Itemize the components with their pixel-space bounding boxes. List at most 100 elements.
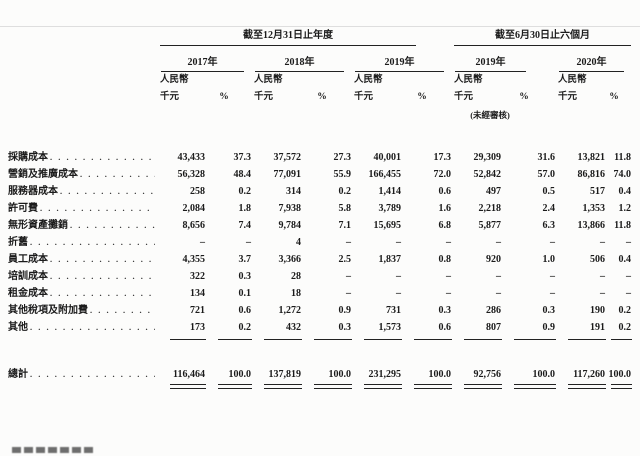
row-label: 服務器成本: [8, 183, 158, 200]
double-rule-cell: [502, 383, 557, 391]
empty-cell: [8, 106, 452, 121]
rule-cell: [452, 336, 503, 341]
unit-label: 千元: [354, 92, 374, 102]
unaudited-cell: (未經審核): [452, 106, 556, 121]
column-double-rule: [514, 384, 557, 389]
total-amount-cell: 92,756: [473, 369, 502, 380]
percent-header: %: [219, 92, 229, 102]
percent-cell: –: [550, 271, 556, 282]
total-amount-cell: 137,819: [268, 369, 302, 380]
total-label-cell: 總計: [8, 363, 158, 383]
row-label-cell: 其他: [8, 319, 158, 336]
double-rule-cell: [158, 383, 206, 391]
row-label-cell: 許可費: [8, 200, 158, 217]
amount-cell: –: [396, 237, 401, 248]
amount-cell: 3,366: [278, 254, 302, 265]
currency-label: 人民幣: [254, 75, 283, 85]
percent-cell: 0.1: [238, 288, 252, 299]
percent-cell: 7.1: [338, 220, 352, 231]
amount-cell: 506: [590, 254, 606, 265]
total-amount-cell: 117,260: [573, 369, 606, 380]
double-rule-cell: [556, 383, 607, 391]
rule-cell: [252, 336, 302, 341]
amount-cell: 1,353: [582, 203, 606, 214]
amount-cell: 4: [296, 237, 301, 248]
single-rule-row: [8, 336, 633, 341]
row-label-text: 其他稅項及附加費: [8, 305, 88, 316]
row-label-text: 許可費: [8, 203, 38, 214]
amount-cell: 432: [286, 322, 301, 333]
year-cell-2019: 2019年: [352, 46, 452, 72]
amount-cell: 56,328: [177, 169, 206, 180]
percent-cell: –: [626, 288, 632, 299]
year-cell-2018: 2018年: [252, 46, 352, 72]
table-row: 其他稅項及附加費 721 0.6 1,272 0.9 731 0.3 286 0.3 190 0.2: [8, 302, 632, 319]
amount-cell: 7,938: [278, 203, 302, 214]
total-percent-cell: 100.0: [608, 369, 632, 380]
table-row: 服務器成本 258 0.2 314 0.2 1,414 0.6 497 0.5 517 0.4: [8, 183, 632, 200]
amount-cell: 28: [291, 271, 301, 282]
percent-cell: 1.8: [238, 203, 252, 214]
amount-cell: 517: [590, 186, 606, 197]
total-percent-cell: 100.0: [532, 369, 556, 380]
double-rule-cell: [606, 383, 633, 391]
empty-cell: [206, 72, 252, 89]
dot-leader: [30, 366, 155, 383]
row-label-cell: 採購成本: [8, 149, 158, 166]
percent-cell: 6.3: [542, 220, 556, 231]
amount-cell: –: [496, 288, 502, 299]
percent-cell: 55.9: [333, 169, 352, 180]
year-header-2019: 2019年: [355, 57, 445, 72]
row-label: 採購成本: [8, 149, 158, 166]
year-header-2020-6m: 2020年: [559, 57, 625, 72]
row-label-text: 採購成本: [8, 152, 48, 163]
amount-cell: 86,816: [577, 169, 606, 180]
table-header: 截至12月31日止年度 截至6月30日止六個月 2017年 2018年 2019…: [8, 26, 632, 149]
unit-label: 千元: [558, 92, 578, 102]
currency-label: 人民幣: [558, 75, 587, 85]
year-end-group-header: 截至12月31日止年度: [160, 30, 417, 46]
amount-cell: 166,455: [368, 169, 402, 180]
dot-leader: [30, 319, 155, 336]
percent-cell: 0.9: [338, 305, 352, 316]
year-header-2019-6m: 2019年: [455, 57, 527, 72]
column-rule: [314, 339, 352, 341]
double-rule-cell: [452, 383, 503, 391]
percent-header: %: [609, 92, 619, 102]
total-label: 總計: [8, 366, 158, 383]
amount-cell: –: [600, 288, 606, 299]
amount-cell: 807: [486, 322, 502, 333]
year-end-group-cell: 截至12月31日止年度: [158, 26, 452, 46]
unaudited-label: (未經審核): [470, 110, 510, 120]
percent-cell: 0.6: [238, 305, 252, 316]
column-double-rule: [314, 384, 352, 389]
amount-cell: 13,866: [577, 220, 606, 231]
table-row: 採購成本 43,433 37.3 37,572 27.3 40,001 17.3 29,309…: [8, 149, 632, 166]
percent-header: %: [417, 92, 427, 102]
percent-cell: 1.0: [542, 254, 556, 265]
row-label: 員工成本: [8, 251, 158, 268]
column-rule: [170, 339, 206, 341]
row-label-text: 租金成本: [8, 288, 48, 299]
percent-header: %: [519, 92, 529, 102]
year-header-row: 2017年 2018年 2019年 2019年 2020年: [8, 46, 632, 72]
double-rule-cell: [402, 383, 453, 391]
empty-cell: [8, 89, 158, 106]
amount-cell: 43,433: [177, 152, 206, 163]
row-label: 租金成本: [8, 285, 158, 302]
row-label: 許可費: [8, 200, 158, 217]
column-rule: [414, 339, 453, 341]
amount-cell: –: [396, 271, 401, 282]
percent-cell: –: [346, 271, 351, 282]
percent-cell: 17.3: [433, 152, 452, 163]
amount-cell: 8,656: [182, 220, 206, 231]
percent-cell: 11.8: [614, 152, 632, 163]
amount-cell: –: [496, 237, 502, 248]
year-cell-2020-6m: 2020年: [556, 46, 632, 72]
amount-cell: 9,784: [278, 220, 302, 231]
year-cell-2019-6m: 2019年: [452, 46, 556, 72]
row-label-cell: 租金成本: [8, 285, 158, 302]
empty-cell: [556, 106, 632, 121]
percent-cell: –: [446, 288, 452, 299]
double-rule-cell: [302, 383, 352, 391]
